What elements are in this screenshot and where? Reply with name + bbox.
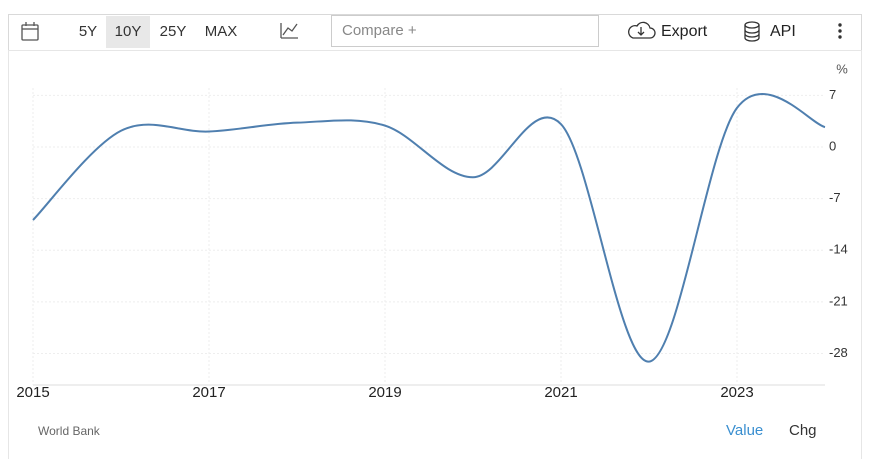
y-tick-label: 7 [829,87,836,102]
range-button[interactable]: 10Y [115,23,142,40]
x-tick-label: 2023 [720,384,753,401]
chart-panel [8,50,862,459]
range-button[interactable]: 5Y [79,23,97,40]
y-tick-label: -28 [829,345,848,360]
api-icon[interactable] [744,21,760,42]
chart-type-icon[interactable] [280,23,298,39]
y-tick-label: -14 [829,242,848,257]
unit-label: % [836,61,848,76]
export-icon[interactable] [628,21,656,39]
x-tick-label: 2019 [368,384,401,401]
chg-toggle[interactable]: Chg [789,422,817,439]
value-toggle[interactable]: Value [726,422,763,439]
menu-icon[interactable] [838,23,842,39]
compare-placeholder: Compare + [342,22,417,39]
export-button[interactable]: Export [661,23,708,40]
range-button[interactable]: 25Y [160,23,187,40]
range-button[interactable]: MAX [205,23,238,40]
api-button[interactable]: API [770,23,796,40]
compare-input[interactable] [331,15,599,47]
x-tick-label: 2021 [544,384,577,401]
calendar-icon[interactable] [21,22,39,41]
range-selected [106,16,150,48]
y-tick-label: 0 [829,138,836,153]
line-series [32,92,826,363]
y-tick-label: -21 [829,293,848,308]
source: World Bank [38,424,101,438]
x-tick-label: 2015 [16,384,49,401]
y-tick-label: -7 [829,190,841,205]
x-tick-label: 2017 [192,384,225,401]
